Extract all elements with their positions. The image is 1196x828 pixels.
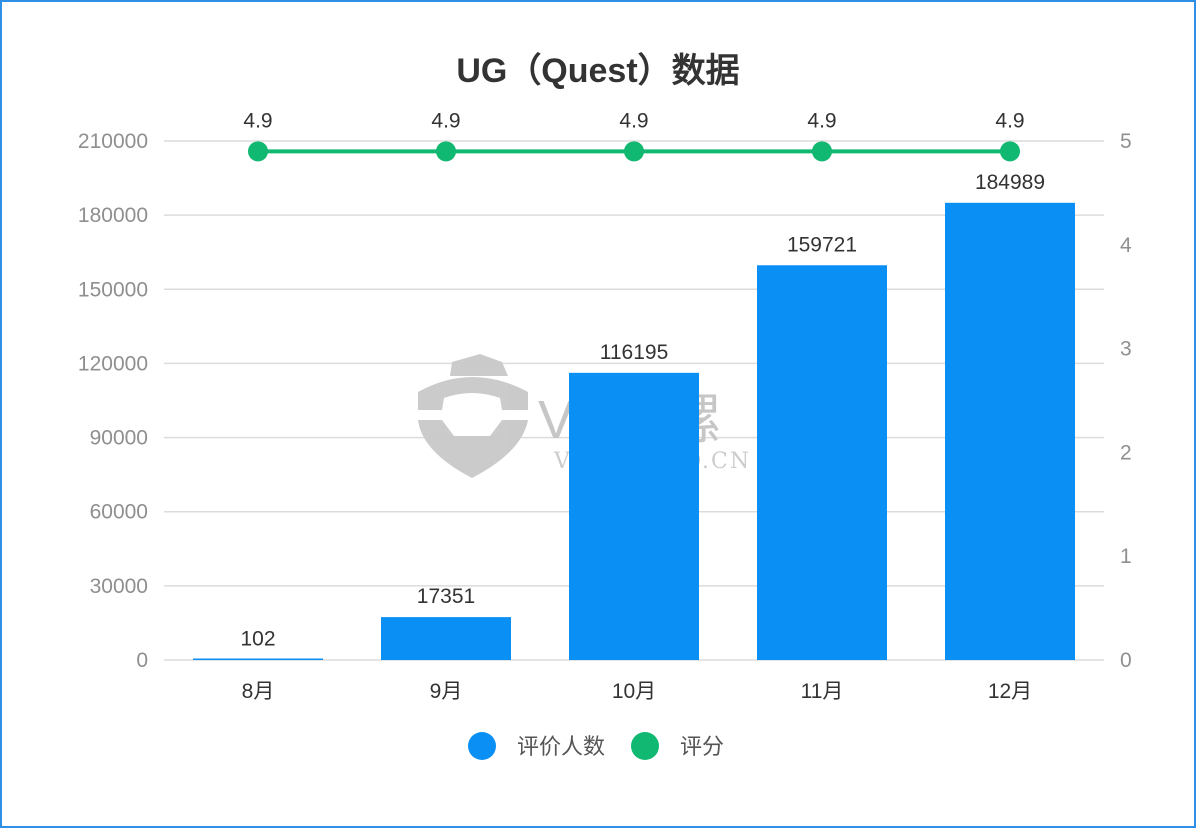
rating-value-label: 4.9 [431,109,460,132]
x-tick-label: 8月 [242,680,275,703]
bar[interactable] [757,265,887,660]
rating-point[interactable] [812,141,832,162]
right-tick-label: 5 [1120,130,1132,153]
watermark-helmet-icon [418,354,528,478]
right-tick-label: 4 [1120,234,1132,257]
legend-item-rating[interactable]: 评分 [631,732,724,760]
left-tick-label: 90000 [90,427,148,450]
legend-marker-rating [631,732,659,760]
line-data-labels: 4.9 4.9 4.9 4.9 4.9 [243,109,1024,132]
rating-value-label: 4.9 [995,109,1024,132]
bar-data-labels: 102 17351 116195 159721 184989 [240,171,1045,651]
rating-value-label: 4.9 [807,109,836,132]
right-tick-label: 0 [1120,649,1132,672]
right-tick-label: 2 [1120,441,1132,464]
bar-series [193,202,1075,661]
x-tick-label: 10月 [612,680,656,703]
rating-point[interactable] [624,141,644,162]
bar[interactable] [193,658,323,661]
rating-value-label: 4.9 [619,109,648,132]
x-tick-label: 12月 [988,680,1032,703]
right-axis-ticks: 0 1 2 3 4 5 [1120,130,1132,672]
rating-point[interactable] [436,141,456,162]
bar-value-label: 116195 [600,341,669,364]
rating-value-label: 4.9 [243,109,272,132]
left-tick-label: 0 [136,649,148,672]
legend-item-reviews[interactable]: 评价人数 [468,732,605,760]
right-tick-label: 3 [1120,338,1132,361]
bar[interactable] [569,372,699,660]
left-tick-label: 180000 [78,204,148,227]
left-tick-label: 210000 [78,130,148,153]
legend: 评价人数 评分 [468,732,724,760]
left-tick-label: 30000 [90,575,148,598]
legend-label-rating: 评分 [680,734,724,759]
left-axis-ticks: 0 30000 60000 90000 120000 150000 180000 210000 [78,130,148,672]
left-tick-label: 60000 [90,501,148,524]
bar-value-label: 102 [240,628,275,651]
bar[interactable] [945,202,1075,660]
x-axis-ticks: 8月 9月 10月 11月 12月 [242,680,1033,703]
x-tick-label: 9月 [430,680,463,703]
rating-point[interactable] [1000,141,1020,162]
rating-point[interactable] [248,141,268,162]
bar-value-label: 184989 [975,171,1045,194]
bar-value-label: 159721 [787,233,857,256]
legend-marker-reviews [468,732,496,760]
line-series [248,141,1020,162]
chart-title: UG（Quest）数据 [456,51,739,90]
bar-value-label: 17351 [417,585,475,608]
legend-label-reviews: 评价人数 [517,734,605,759]
right-tick-label: 1 [1120,545,1132,568]
x-tick-label: 11月 [801,680,844,703]
left-tick-label: 150000 [78,278,148,301]
bar[interactable] [381,617,511,660]
left-tick-label: 120000 [78,352,148,375]
